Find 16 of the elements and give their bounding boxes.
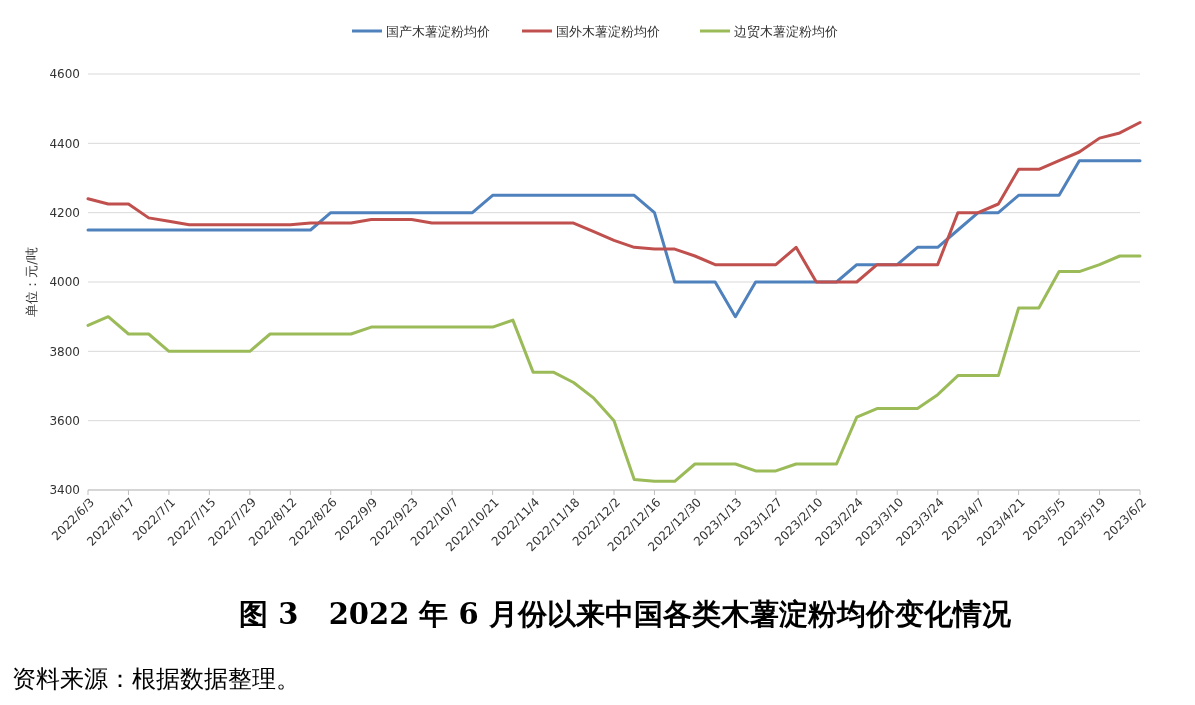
y-tick-label: 4000 [49,275,80,290]
line-series [86,159,1142,319]
y-tick-label: 3600 [49,413,80,428]
line-series [86,254,1142,483]
y-tick-label: 4600 [49,67,80,82]
y-tick-label: 4400 [49,136,80,151]
legend-label: 国产木薯淀粉均价 [386,23,490,39]
text: 资料来源：根据数据整理。 [12,665,300,694]
y-axis-title: 单位：元/吨 [24,247,39,317]
y-tick-label: 3800 [49,344,80,359]
y-tick-label: 4200 [49,205,80,220]
text: 图 3 2022 年 6 月份以来中国各类木薯淀粉均价变化情况 [239,597,1012,632]
line-series [86,121,1142,284]
legend-label: 边贸木薯淀粉均价 [734,23,838,39]
y-tick-label: 3400 [49,483,80,498]
legend-label: 国外木薯淀粉均价 [556,23,660,39]
